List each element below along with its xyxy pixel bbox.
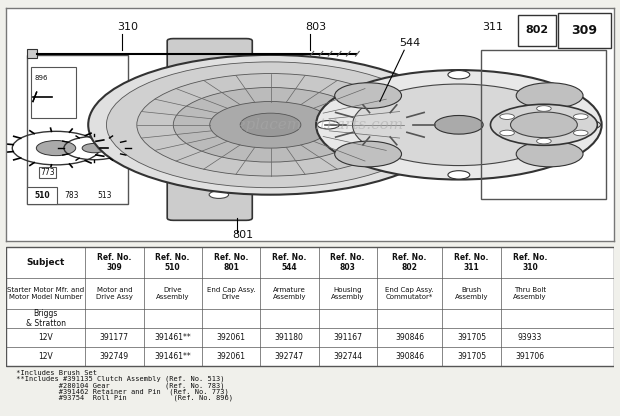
Circle shape — [500, 114, 515, 119]
Circle shape — [107, 62, 435, 188]
Text: 783: 783 — [64, 191, 79, 200]
Circle shape — [82, 144, 107, 153]
Circle shape — [490, 104, 598, 145]
Text: **Includes #391135 Clutch Assembly (Ref. No. 513): **Includes #391135 Clutch Assembly (Ref.… — [12, 376, 225, 382]
Text: 510: 510 — [34, 191, 50, 200]
Circle shape — [448, 71, 470, 79]
Circle shape — [240, 113, 301, 136]
Text: 392747: 392747 — [275, 352, 304, 361]
Bar — [518, 15, 556, 46]
Text: 773: 773 — [40, 168, 55, 177]
Text: Ref. No.
544: Ref. No. 544 — [272, 253, 306, 272]
Bar — [27, 55, 128, 204]
Text: Motor and
Drive Assy: Motor and Drive Assy — [96, 287, 133, 300]
Bar — [27, 49, 37, 58]
Text: Ref. No.
309: Ref. No. 309 — [97, 253, 131, 272]
Text: End Cap Assy.
Drive: End Cap Assy. Drive — [206, 287, 255, 300]
Text: 12V: 12V — [38, 333, 53, 342]
Text: 391705: 391705 — [457, 352, 486, 361]
FancyBboxPatch shape — [167, 39, 252, 220]
Text: 391167: 391167 — [333, 333, 362, 342]
Text: 896: 896 — [35, 75, 48, 81]
Text: 392061: 392061 — [216, 333, 246, 342]
Text: 391180: 391180 — [275, 333, 304, 342]
Circle shape — [322, 103, 438, 147]
Text: 391461**: 391461** — [154, 352, 191, 361]
Text: Ref. No.
510: Ref. No. 510 — [156, 253, 190, 272]
Text: 392061: 392061 — [216, 352, 246, 361]
Circle shape — [353, 84, 565, 166]
Circle shape — [185, 109, 204, 117]
Text: 391705: 391705 — [457, 333, 486, 342]
Circle shape — [537, 106, 551, 111]
Circle shape — [317, 121, 339, 129]
Text: Thru Bolt
Assembly: Thru Bolt Assembly — [513, 287, 547, 300]
Text: 391706: 391706 — [515, 352, 544, 361]
Circle shape — [88, 55, 453, 195]
Bar — [558, 13, 611, 48]
Text: 12V: 12V — [38, 352, 53, 361]
Text: Brush
Assembly: Brush Assembly — [455, 287, 489, 300]
Text: Starter Motor Mfr. and
Motor Model Number: Starter Motor Mfr. and Motor Model Numbe… — [7, 287, 84, 300]
Text: eReplacementParts.com: eReplacementParts.com — [216, 118, 404, 132]
Circle shape — [335, 83, 402, 109]
Text: 390846: 390846 — [395, 352, 424, 361]
Text: Ref. No.
311: Ref. No. 311 — [454, 253, 489, 272]
Text: #280104 Gear             (Ref. No. 783): #280104 Gear (Ref. No. 783) — [12, 382, 225, 389]
Bar — [6, 247, 614, 366]
Text: Subject: Subject — [27, 258, 65, 267]
Circle shape — [537, 138, 551, 144]
Circle shape — [435, 116, 483, 134]
Circle shape — [516, 83, 583, 109]
Circle shape — [335, 141, 402, 167]
Text: 803: 803 — [306, 22, 327, 32]
Text: Drive
Assembly: Drive Assembly — [156, 287, 190, 300]
Text: 311: 311 — [482, 22, 503, 32]
Bar — [30, 67, 76, 118]
Text: 309: 309 — [572, 24, 598, 37]
Circle shape — [316, 70, 601, 180]
Text: Housing
Assembly: Housing Assembly — [331, 287, 365, 300]
Circle shape — [37, 141, 76, 156]
Text: Armature
Assembly: Armature Assembly — [273, 287, 306, 300]
Text: 392749: 392749 — [100, 352, 129, 361]
Text: 544: 544 — [400, 38, 421, 48]
Text: 513: 513 — [97, 191, 112, 200]
Circle shape — [182, 177, 202, 184]
Circle shape — [137, 74, 404, 176]
Circle shape — [574, 114, 588, 119]
Circle shape — [209, 191, 229, 198]
Text: 802: 802 — [526, 25, 549, 35]
Text: #391462 Retainer and Pin  (Ref. No. 773): #391462 Retainer and Pin (Ref. No. 773) — [12, 389, 229, 395]
Text: 391461**: 391461** — [154, 333, 191, 342]
Text: Ref. No.
803: Ref. No. 803 — [330, 253, 365, 272]
Bar — [481, 50, 606, 199]
Circle shape — [173, 87, 368, 162]
Circle shape — [510, 112, 577, 138]
Text: End Cap Assy.
Commutator*: End Cap Assy. Commutator* — [386, 287, 434, 300]
Text: Ref. No.
801: Ref. No. 801 — [214, 253, 248, 272]
Text: Briggs
& Stratton: Briggs & Stratton — [25, 309, 66, 328]
Text: 801: 801 — [232, 230, 254, 240]
Circle shape — [578, 121, 600, 129]
Circle shape — [448, 171, 470, 179]
Circle shape — [185, 144, 204, 152]
Text: #93754  Roll Pin           (Ref. No. 896): #93754 Roll Pin (Ref. No. 896) — [12, 395, 233, 401]
Circle shape — [210, 102, 331, 148]
Text: Ref. No.
310: Ref. No. 310 — [513, 253, 547, 272]
Bar — [27, 186, 56, 204]
Circle shape — [516, 141, 583, 167]
Text: 391177: 391177 — [100, 333, 129, 342]
Text: 310: 310 — [117, 22, 138, 32]
Circle shape — [574, 130, 588, 136]
Text: 392744: 392744 — [333, 352, 362, 361]
Text: Ref. No.
802: Ref. No. 802 — [392, 253, 427, 272]
Text: *Includes Brush Set: *Includes Brush Set — [12, 370, 97, 376]
Text: 93933: 93933 — [518, 333, 542, 342]
Circle shape — [500, 130, 515, 136]
Text: 390846: 390846 — [395, 333, 424, 342]
